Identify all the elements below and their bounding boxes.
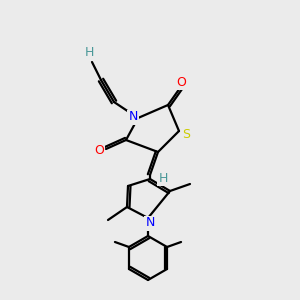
- Text: O: O: [94, 145, 104, 158]
- Text: H: H: [84, 46, 94, 59]
- Text: N: N: [128, 110, 138, 124]
- Text: H: H: [158, 172, 168, 184]
- Text: S: S: [182, 128, 190, 140]
- Text: O: O: [176, 76, 186, 88]
- Text: N: N: [145, 217, 155, 230]
